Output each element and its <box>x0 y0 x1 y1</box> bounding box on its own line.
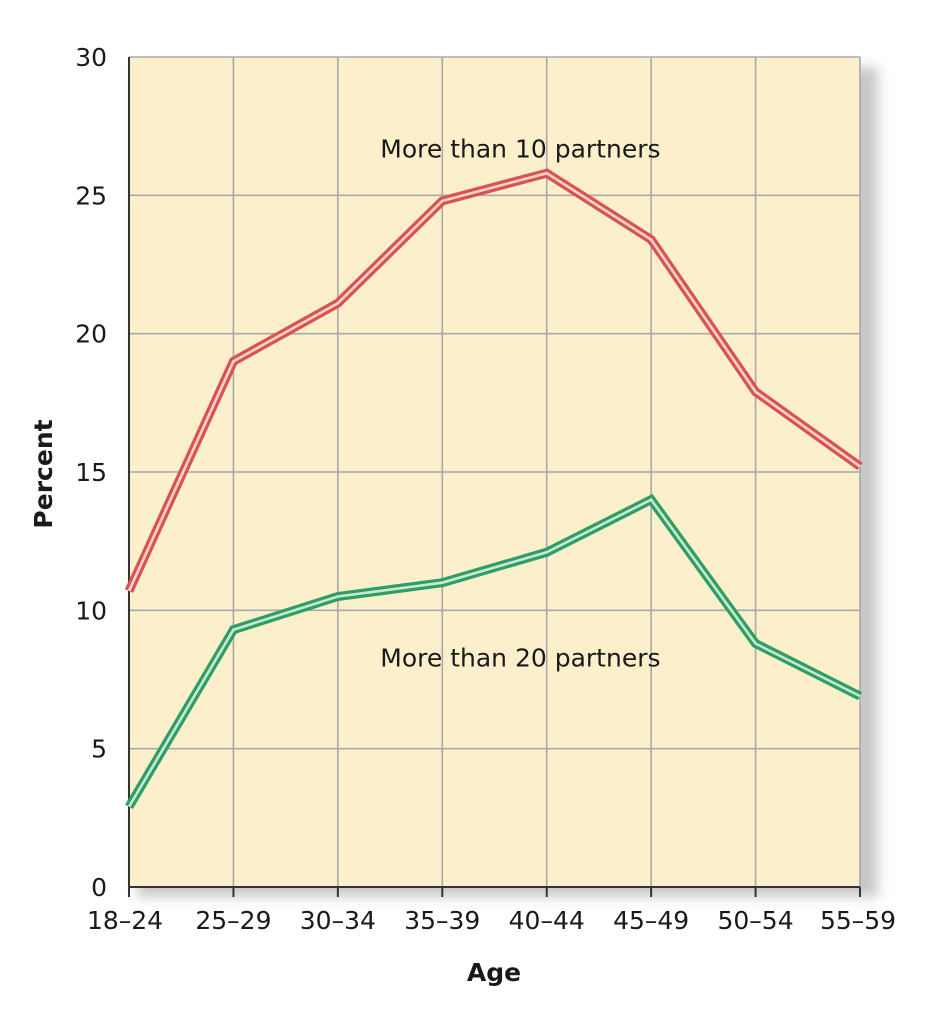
x-tick-label: 30–34 <box>300 906 376 935</box>
x-tick-label: 45–49 <box>613 906 689 935</box>
series-lines <box>124 168 863 810</box>
series-line-highlight <box>127 498 861 808</box>
x-tick-label: 55–59 <box>820 906 896 935</box>
y-tick-label: 20 <box>75 320 107 349</box>
series-1-group <box>124 168 863 593</box>
x-tick-label: 50–54 <box>718 906 794 935</box>
series-label: More than 10 partners <box>380 134 660 163</box>
y-tick-label: 0 <box>91 873 107 902</box>
series-labels: More than 10 partners More than 20 partne… <box>380 134 660 672</box>
y-tick-label: 15 <box>75 458 107 487</box>
x-tick-label: 40–44 <box>509 906 585 935</box>
y-tick-label: 25 <box>75 181 107 210</box>
x-axis-title: Age <box>467 958 521 987</box>
x-tick-label: 18–24 <box>87 906 163 935</box>
grid-lines <box>129 56 861 887</box>
y-tick-label: 10 <box>75 596 107 625</box>
x-tick-label: 25–29 <box>195 906 271 935</box>
y-tick-labels: 0 5 10 15 20 25 30 <box>75 43 107 902</box>
x-tick-label: 35–39 <box>404 906 480 935</box>
axes <box>128 57 861 897</box>
x-tick-labels: 18–24 25–29 30–34 35–39 40–44 45–49 50–54 55–59 <box>87 906 896 935</box>
y-axis-title: Percent <box>29 419 58 528</box>
y-tick-label: 30 <box>75 43 107 72</box>
series-label: More than 20 partners <box>380 643 660 672</box>
series-line-highlight <box>127 171 861 592</box>
y-tick-label: 5 <box>91 735 107 764</box>
series-2-group <box>125 493 863 810</box>
